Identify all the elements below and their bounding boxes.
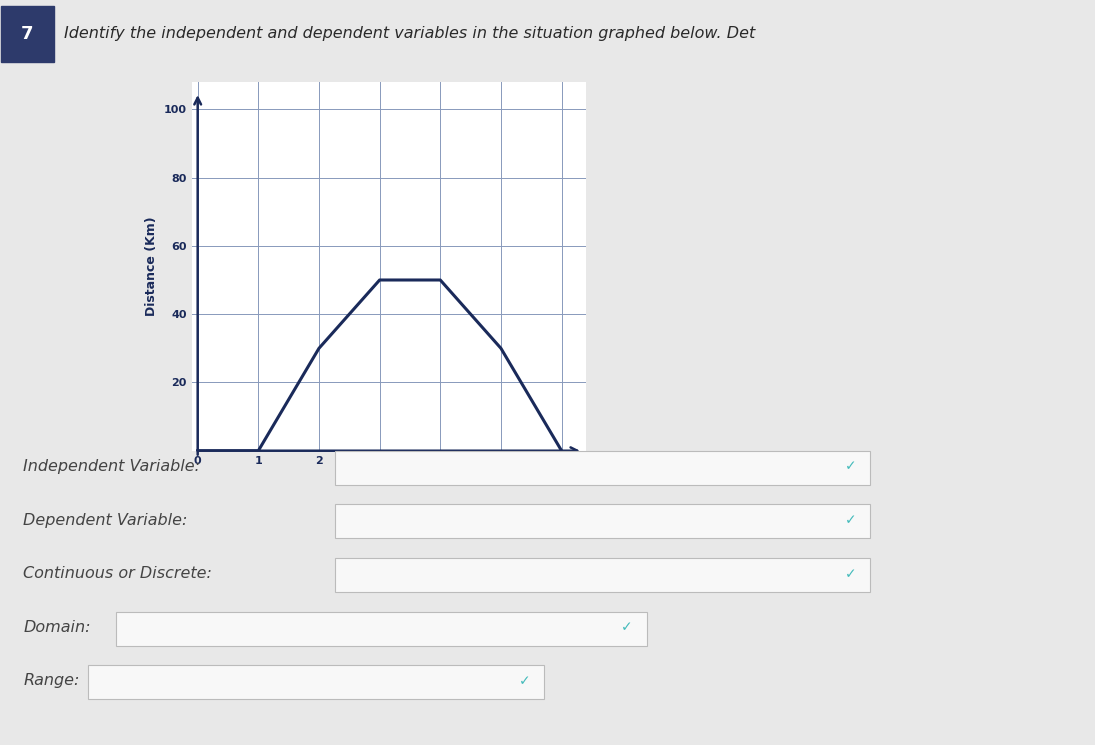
FancyBboxPatch shape bbox=[116, 612, 647, 646]
FancyBboxPatch shape bbox=[89, 665, 544, 700]
Text: Range:: Range: bbox=[23, 673, 80, 688]
Text: Identify the independent and dependent variables in the situation graphed below.: Identify the independent and dependent v… bbox=[64, 26, 754, 41]
X-axis label: Time (Hours): Time (Hours) bbox=[343, 471, 435, 484]
Text: ✓: ✓ bbox=[844, 567, 856, 580]
FancyBboxPatch shape bbox=[335, 504, 871, 539]
Text: Domain:: Domain: bbox=[23, 620, 91, 635]
Text: ✓: ✓ bbox=[519, 674, 530, 688]
Text: ✓: ✓ bbox=[621, 621, 633, 634]
Text: ✓: ✓ bbox=[844, 460, 856, 473]
Text: Dependent Variable:: Dependent Variable: bbox=[23, 513, 187, 527]
Text: 7: 7 bbox=[21, 25, 34, 42]
FancyBboxPatch shape bbox=[1, 7, 54, 62]
Y-axis label: Distance (Km): Distance (Km) bbox=[146, 217, 158, 316]
Text: Independent Variable:: Independent Variable: bbox=[23, 459, 200, 474]
FancyBboxPatch shape bbox=[335, 451, 871, 485]
Text: ✓: ✓ bbox=[844, 513, 856, 527]
Text: Continuous or Discrete:: Continuous or Discrete: bbox=[23, 566, 212, 581]
FancyBboxPatch shape bbox=[335, 558, 871, 592]
